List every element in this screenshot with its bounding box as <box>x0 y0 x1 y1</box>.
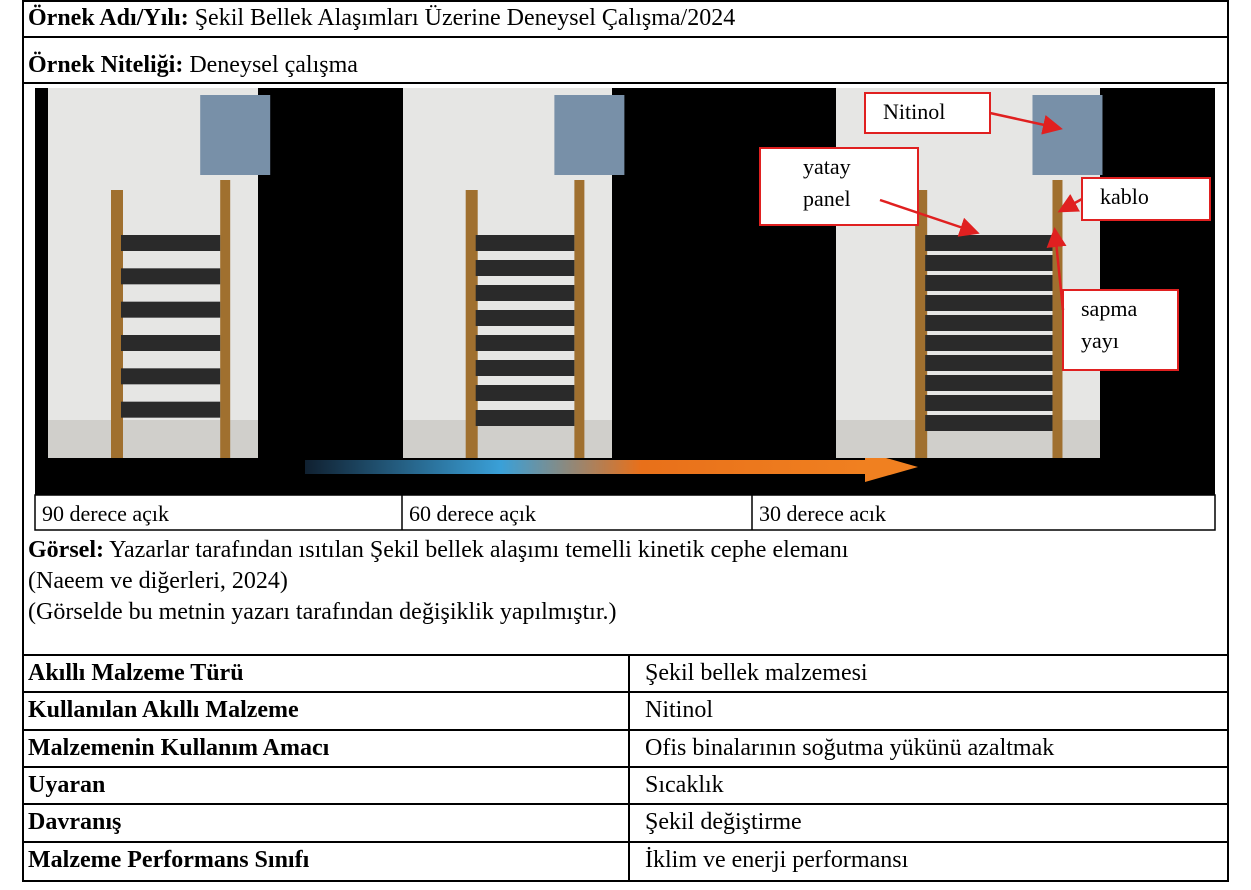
annotation-text: Nitinol <box>883 99 945 124</box>
table-key: Uyaran <box>28 771 106 798</box>
panel-label: 30 derece acık <box>759 501 886 526</box>
name-row: Örnek Adı/Yılı: Şekil Bellek Alaşımları … <box>28 3 735 33</box>
shelf <box>925 295 1053 311</box>
annotation-arrow <box>1057 194 1083 213</box>
shelf <box>475 310 575 326</box>
caption-line: (Görselde bu metnin yazarı tarafından de… <box>28 599 617 625</box>
annotation-text: yayı <box>1081 328 1119 353</box>
caption-line: Görsel: Yazarlar tarafından ısıtılan Şek… <box>28 535 848 565</box>
caption-line: (Naeem ve diğerleri, 2024) <box>28 568 288 594</box>
shelf <box>925 355 1053 371</box>
table-key: Malzemenin Kullanım Amacı <box>28 734 330 761</box>
shelf <box>925 275 1053 291</box>
annotation-arrow <box>879 198 980 237</box>
shelf <box>121 335 221 351</box>
annotation-arrow <box>1046 227 1067 311</box>
shelf <box>121 368 221 385</box>
label: Örnek Adı/Yılı: <box>28 5 189 31</box>
annotation-text: kablo <box>1100 184 1149 209</box>
table-key: Davranış <box>28 809 122 836</box>
shelf <box>925 395 1053 411</box>
frame-post <box>220 180 231 458</box>
annotation-box <box>759 147 919 226</box>
shelf <box>475 335 575 351</box>
shelf <box>121 268 221 285</box>
outer-frame <box>22 0 1229 882</box>
table-key: Malzeme Performans Sınıfı <box>28 846 310 873</box>
shelf <box>121 235 221 251</box>
table-value: Şekil bellek malzemesi <box>645 660 868 686</box>
shelf <box>121 401 221 418</box>
progress-arrow <box>305 460 865 474</box>
annotation-box <box>1081 177 1211 221</box>
row-divider <box>22 840 1229 843</box>
shelf <box>925 335 1053 351</box>
shelf <box>475 410 575 426</box>
table-value: Şekil değiştirme <box>645 809 802 836</box>
annotation-text: panel <box>803 186 851 211</box>
panel-label: 60 derece açık <box>409 501 536 526</box>
annotation-box <box>864 92 991 134</box>
caption-label: Görsel: <box>28 537 104 563</box>
table-value: Nitinol <box>645 697 714 724</box>
annotation-box <box>1062 289 1179 371</box>
frame-post <box>465 190 478 458</box>
device <box>200 95 271 175</box>
annotation-text: yatay <box>803 154 851 179</box>
table-value: Sıcaklık <box>645 771 724 798</box>
row-divider <box>22 654 1229 656</box>
row-divider <box>22 803 1229 806</box>
shelf <box>925 235 1053 251</box>
shelf <box>925 415 1053 431</box>
table-value: İklim ve enerji performansı <box>645 846 909 873</box>
frame-post <box>915 190 928 458</box>
annotation-text: sapma <box>1081 296 1137 321</box>
row-divider <box>22 691 1229 694</box>
panel-label: 90 derece açık <box>42 501 169 526</box>
table-key: Akıllı Malzeme Türü <box>28 660 244 686</box>
shelf <box>475 385 575 401</box>
table-key: Kullanılan Akıllı Malzeme <box>28 697 299 724</box>
shelf <box>475 235 575 251</box>
value: Deneysel çalışma <box>189 52 358 78</box>
progress-arrowhead <box>865 452 918 482</box>
shelf <box>475 285 575 301</box>
frame-post <box>1052 180 1063 458</box>
row-divider <box>22 82 1229 84</box>
table-value: Ofis binalarının soğutma yükünü azaltmak <box>645 734 1055 761</box>
column-divider <box>628 654 630 880</box>
label: Örnek Niteliği: <box>28 52 184 78</box>
row-divider <box>22 728 1229 731</box>
nature-row: Örnek Niteliği: Deneysel çalışma <box>28 50 358 80</box>
frame-post <box>574 180 585 458</box>
panel-label-row <box>34 494 1216 531</box>
shelf <box>475 260 575 276</box>
shelf <box>475 360 575 376</box>
device <box>1032 95 1103 175</box>
caption-text: Yazarlar tarafından ısıtılan Şekil belle… <box>103 537 849 563</box>
shelf <box>925 255 1053 271</box>
annotation-arrow <box>989 111 1063 135</box>
shelf <box>121 301 221 318</box>
device <box>554 95 625 175</box>
shelf <box>925 315 1053 331</box>
row-divider <box>22 36 1229 38</box>
frame-post <box>111 190 123 458</box>
shelf <box>925 375 1053 391</box>
row-divider <box>22 765 1229 768</box>
value: Şekil Bellek Alaşımları Üzerine Deneysel… <box>194 5 736 31</box>
